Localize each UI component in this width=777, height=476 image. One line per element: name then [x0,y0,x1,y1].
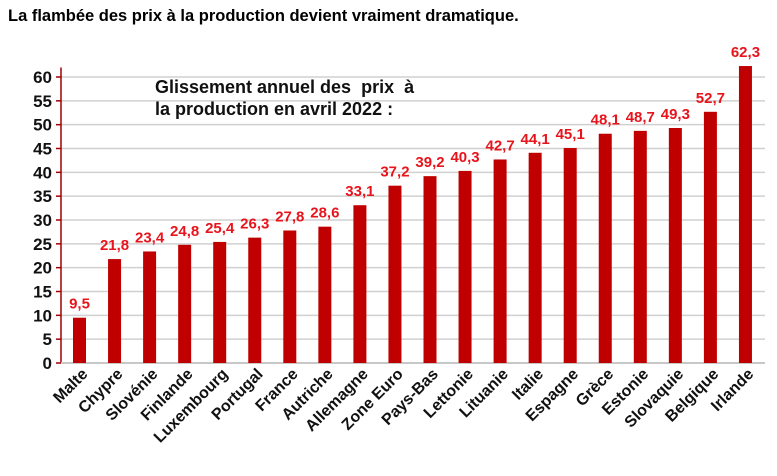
y-tick-label: 30 [33,211,52,230]
bar [143,251,157,363]
y-tick-label: 50 [33,116,52,135]
y-tick-label: 15 [33,283,52,302]
data-label: 26,3 [240,216,269,233]
chart-title-line2: la production en avril 2022 : [155,99,394,119]
bar [738,66,752,363]
y-tick-label: 10 [33,306,52,325]
data-label: 9,5 [69,296,90,313]
data-label: 62,3 [731,44,760,61]
chart-title-line1: Glissement annuel des prix à [155,77,415,97]
y-tick-label: 0 [43,354,52,373]
data-label: 21,8 [100,237,129,254]
bar [283,230,297,363]
bar [493,159,507,363]
bar [388,185,402,363]
data-label: 48,1 [591,112,620,129]
bar [668,128,682,363]
bar [458,170,472,363]
bar [73,317,86,363]
y-tick-label: 45 [33,140,52,159]
page-title: La flambée des prix à la production devi… [8,7,519,25]
data-label: 42,7 [485,137,514,154]
data-label: 40,3 [450,149,479,166]
chart-title: Glissement annuel des prix à la producti… [155,76,414,120]
data-label: 33,1 [345,183,374,200]
y-tick-label: 55 [33,92,52,111]
bar [318,226,332,363]
bar [423,176,437,363]
bar [213,241,227,363]
bar [528,152,542,363]
bar [598,133,612,363]
data-label: 39,2 [415,154,444,171]
data-label: 37,2 [380,164,409,181]
y-tick-label: 5 [43,330,52,349]
bar [248,237,262,363]
y-tick-label: 60 [33,68,52,87]
bar [563,148,577,363]
data-label: 49,3 [661,106,690,123]
data-label: 28,6 [310,205,339,222]
bar [353,205,367,363]
data-label: 44,1 [521,131,550,148]
bar [703,111,717,364]
bar [178,244,192,363]
bar [108,259,122,363]
data-label: 27,8 [275,208,304,225]
data-label: 24,8 [170,223,199,240]
bar [633,130,647,363]
y-tick-label: 20 [33,259,52,278]
data-label: 25,4 [205,220,235,237]
data-label: 23,4 [135,229,165,246]
data-label: 45,1 [556,126,585,143]
y-tick-label: 25 [33,235,52,254]
data-label: 52,7 [696,90,725,107]
y-tick-label: 40 [33,163,52,182]
y-tick-label: 35 [33,187,52,206]
data-label: 48,7 [626,109,655,126]
